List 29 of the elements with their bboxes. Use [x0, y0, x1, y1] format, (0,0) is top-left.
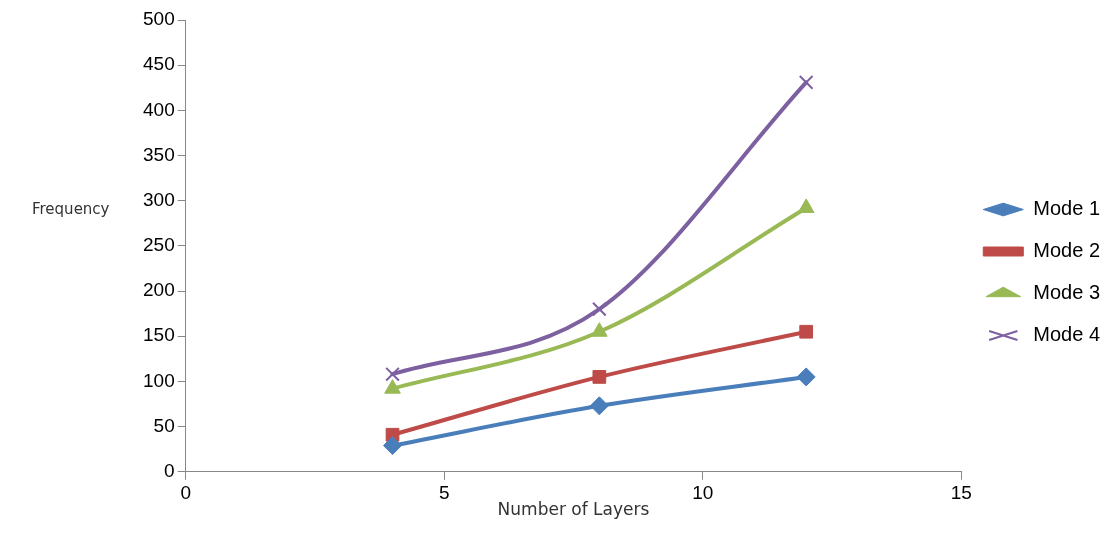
- y-tick-label: 500: [143, 8, 175, 30]
- legend-label: Mode 1: [1033, 197, 1101, 220]
- y-tick-label: 250: [143, 234, 175, 256]
- point: [385, 366, 400, 382]
- y-tick-label: 400: [143, 98, 175, 120]
- point: [589, 396, 609, 416]
- point: [796, 367, 816, 387]
- point: [383, 436, 403, 456]
- y-tick-label: 300: [143, 188, 175, 210]
- point: [799, 324, 814, 339]
- point: [798, 74, 814, 90]
- point: [592, 370, 607, 384]
- y-tick-label: 350: [143, 143, 175, 165]
- x-tick-label: 0: [180, 482, 191, 504]
- y-tick-label: 200: [143, 279, 175, 301]
- y-tick-label: 0: [164, 460, 175, 482]
- point: [591, 301, 607, 317]
- y-tick-label: 150: [143, 324, 175, 346]
- y-tick-label: 100: [143, 369, 175, 391]
- legend-label: Mode 4: [1033, 323, 1101, 346]
- x-tick-label: 10: [692, 482, 714, 504]
- y-tick-label: 50: [153, 414, 175, 436]
- legend-label: Mode 3: [1033, 281, 1101, 304]
- x-tick-label: 15: [950, 482, 972, 504]
- y-axis-title: Frequency: [32, 199, 110, 218]
- x-axis-title: Number of Layers: [497, 499, 650, 520]
- legend-label: Mode 2: [1033, 239, 1101, 262]
- x-tick-label: 5: [438, 482, 450, 504]
- y-tick-label: 450: [143, 53, 175, 75]
